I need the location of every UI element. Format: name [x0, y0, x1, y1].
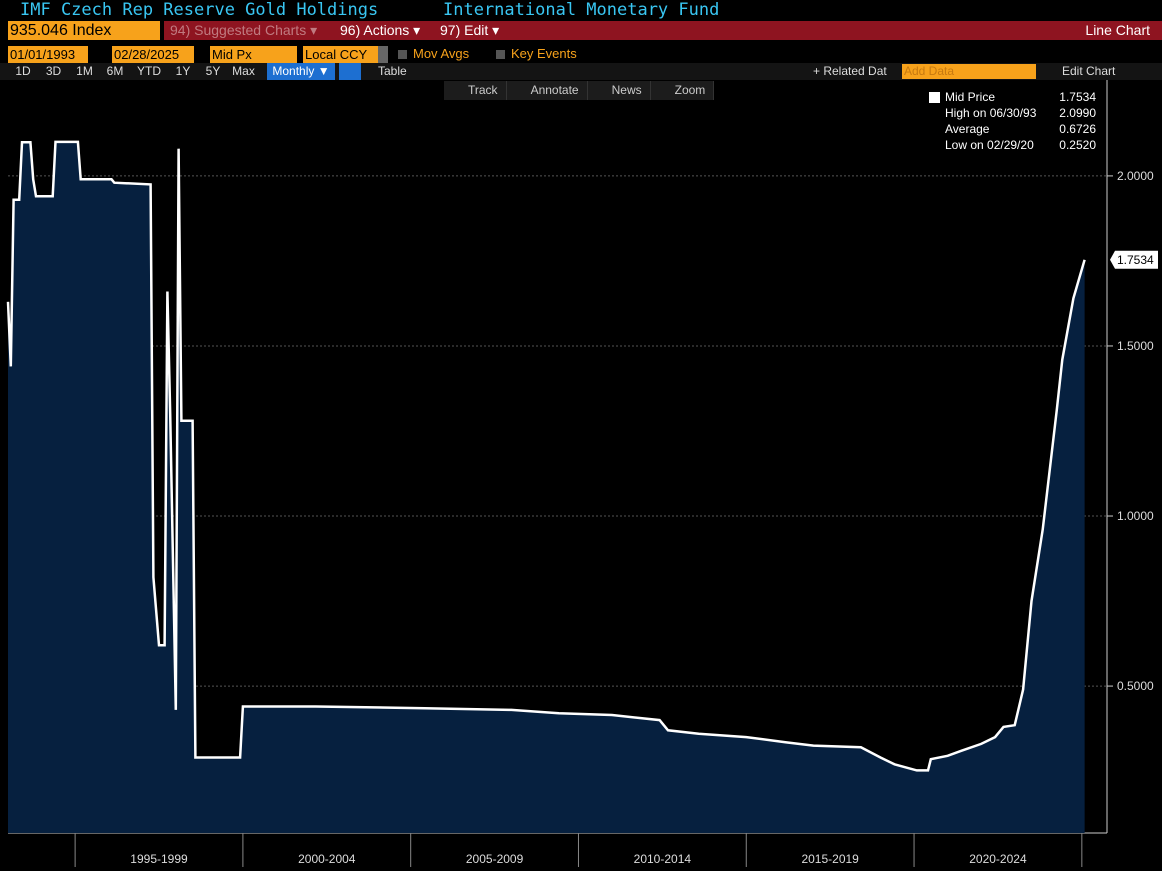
- period-button[interactable]: 1Y: [175, 64, 191, 78]
- area: [8, 141, 1085, 833]
- tool-button[interactable]: Annotate: [507, 81, 588, 100]
- source: International Monetary Fund: [443, 0, 720, 20]
- line: [6, 140, 1086, 772]
- x-tick-label: 2005-2009: [466, 852, 524, 866]
- actions-menu[interactable]: 96) Actions ▾: [340, 22, 421, 38]
- legend-value: 1.7534: [1059, 90, 1096, 104]
- line-icon[interactable]: [339, 63, 361, 80]
- x-tick-label: 2010-2014: [634, 852, 692, 866]
- y-tick-label: 0.5000: [1117, 679, 1154, 693]
- legend-row: Average 0.6726: [910, 121, 1102, 137]
- legend-value: 0.2520: [1059, 138, 1096, 152]
- legend-row: Low on 02/29/20 0.2520: [910, 137, 1102, 153]
- edit-menu[interactable]: 97) Edit ▾: [440, 22, 500, 38]
- chart-toolbar: Track Annotate News Zoom: [444, 81, 715, 100]
- title: IMF Czech Rep Reserve Gold Holdings: [20, 0, 379, 20]
- period-button[interactable]: YTD: [137, 64, 161, 78]
- x-tick-label: 2015-2019: [801, 852, 859, 866]
- legend-value: 2.0990: [1059, 106, 1096, 120]
- x-tick-label: 1995-1999: [130, 852, 188, 866]
- x-tick-label: 2000-2004: [298, 852, 356, 866]
- legend: Mid Price 1.7534 High on 06/30/93 2.0990 Ave…: [910, 89, 1102, 153]
- period-button[interactable]: 3D: [45, 64, 62, 78]
- field-select[interactable]: Mid Px: [210, 46, 297, 63]
- period-button[interactable]: 6M: [106, 64, 124, 78]
- end-date[interactable]: 02/28/2025: [112, 46, 194, 63]
- start-date[interactable]: 01/01/1993: [8, 46, 88, 63]
- legend-row: High on 06/30/93 2.0990: [910, 105, 1102, 121]
- last-value-tag: [1110, 250, 1158, 269]
- mov-avgs[interactable]: Mov Avgs: [413, 46, 470, 61]
- period-button[interactable]: 1M: [76, 64, 93, 78]
- period-button[interactable]: Max: [232, 64, 255, 78]
- legend-row: Mid Price 1.7534: [910, 89, 1102, 105]
- legend-label: Average: [945, 121, 990, 137]
- y-tick-label: 1.0000: [1117, 509, 1154, 523]
- dropdown-arrow[interactable]: [378, 46, 388, 63]
- legend-label: Low on 02/29/20: [945, 137, 1034, 153]
- ticker-input[interactable]: 935.046 Index: [8, 21, 160, 40]
- y-tick-label: 2.0000: [1117, 169, 1154, 183]
- key-events[interactable]: Key Events: [511, 46, 577, 61]
- x-tick-label: 2020-2024: [969, 852, 1027, 866]
- edit-chart[interactable]: Edit Chart: [1062, 64, 1116, 78]
- y-tick-label: 1.5000: [1117, 339, 1154, 353]
- currency-select[interactable]: Local CCY: [303, 46, 378, 63]
- legend-value: 0.6726: [1059, 122, 1096, 136]
- period-button[interactable]: 1D: [15, 64, 31, 78]
- legend-swatch: [929, 92, 940, 103]
- checkbox[interactable]: [398, 50, 407, 59]
- checkbox[interactable]: [496, 50, 505, 59]
- period-button[interactable]: 5Y: [205, 64, 221, 78]
- tool-button[interactable]: Zoom: [651, 81, 715, 100]
- tool-button[interactable]: Track: [444, 81, 507, 100]
- add-data-input[interactable]: Add Data: [902, 64, 1036, 79]
- period-buttons: 1D 3D 1M 6M YTD 1Y 5Y Max: [8, 63, 259, 80]
- table-button[interactable]: Table: [378, 64, 407, 78]
- tool-button[interactable]: News: [588, 81, 651, 100]
- suggested-charts[interactable]: 94) Suggested Charts ▾: [170, 22, 318, 38]
- related-data[interactable]: + Related Dat: [813, 64, 887, 78]
- legend-label: Mid Price: [945, 89, 996, 105]
- frequency-select[interactable]: Monthly ▼: [267, 63, 335, 80]
- menu-bar: [164, 21, 1162, 40]
- last-value-label: 1.7534: [1117, 253, 1154, 267]
- chart: 0.5000 1.0000 1.5000 2.0000 1.7534 1995-1999 2…: [6, 80, 1158, 867]
- legend-label: High on 06/30/93: [945, 105, 1037, 121]
- chart-kind: Line Chart: [1085, 22, 1150, 38]
